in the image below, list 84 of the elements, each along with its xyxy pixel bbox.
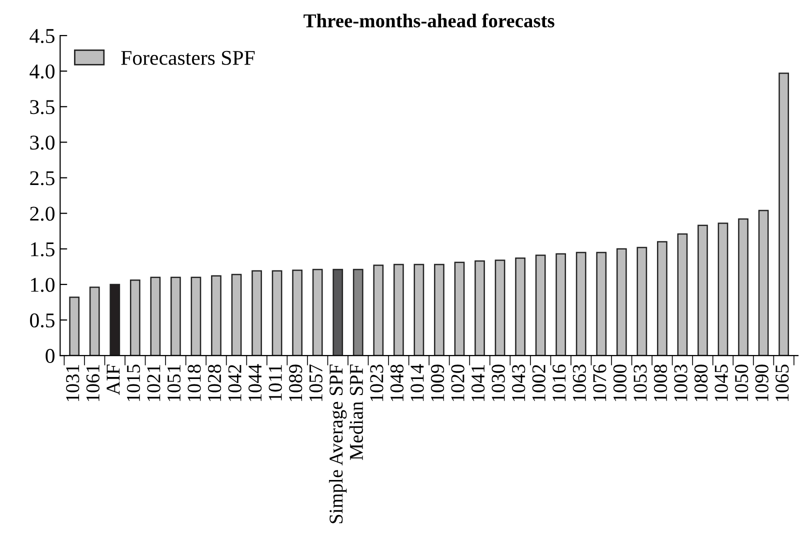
bar	[596, 252, 607, 356]
y-tick-label: 0	[46, 348, 54, 363]
x-tick-label: 1014	[410, 364, 424, 402]
bar	[150, 276, 161, 356]
y-tick-label: 3.5	[30, 100, 54, 114]
bar	[292, 270, 302, 356]
y-tick-label: 0.5	[30, 313, 54, 328]
x-tick-label: 1076	[593, 364, 606, 402]
bar	[414, 264, 424, 356]
bar	[373, 264, 384, 356]
bar	[69, 296, 80, 356]
bar	[636, 246, 648, 356]
bar	[272, 270, 282, 356]
x-tick-label: 1041	[471, 365, 485, 402]
x-tick-label: 1089	[289, 364, 302, 402]
x-tick-label: 1028	[208, 364, 222, 402]
x-tick-label: 1065	[776, 364, 789, 402]
bar	[211, 275, 222, 356]
x-tick-label: 1043	[512, 364, 526, 402]
bar	[332, 268, 344, 356]
chart-title: Three-months-ahead forecasts	[304, 14, 554, 28]
bar	[252, 270, 262, 356]
x-tick-label: 1042	[228, 364, 242, 402]
x-tick-label: 1009	[430, 364, 444, 402]
bar	[170, 276, 181, 356]
x-tick-label: 1011	[268, 365, 282, 400]
x-tick-label: Simple Average SPF	[329, 364, 347, 524]
x-tick-label: 1044	[248, 364, 262, 402]
x-tick-label: 1015	[126, 364, 140, 402]
bar	[231, 274, 242, 356]
bar	[454, 262, 465, 356]
bar	[576, 252, 586, 356]
bar	[556, 253, 566, 356]
bar	[190, 276, 202, 356]
bar	[758, 210, 769, 356]
bar	[778, 72, 789, 356]
x-tick-label: 1048	[390, 364, 404, 402]
bar	[698, 224, 708, 356]
bar	[110, 284, 120, 356]
bar	[130, 280, 140, 356]
y-tick-label: 1.0	[31, 278, 54, 292]
bar	[535, 254, 546, 356]
x-tick-label: Median SPF	[349, 364, 363, 460]
y-tick-label: 1.5	[31, 242, 54, 256]
x-tick-label: 1061	[86, 365, 100, 402]
bar	[677, 233, 688, 356]
x-tick-label: 1053	[634, 364, 647, 402]
bar	[616, 248, 627, 356]
x-tick-label: 1016	[552, 364, 566, 402]
legend-label: Forecasters SPF	[121, 50, 255, 65]
x-tick-label: 1021	[147, 365, 160, 402]
x-tick-label: 1057	[309, 364, 322, 402]
bar	[89, 286, 100, 356]
bar	[738, 218, 748, 356]
x-tick-label: 1050	[735, 364, 748, 402]
y-tick-label: 4.0	[30, 64, 54, 79]
bar	[393, 264, 404, 356]
x-tick-label: 1051	[167, 365, 181, 402]
bar	[494, 260, 506, 356]
x-tick-label: 1018	[188, 364, 201, 402]
x-tick-label: 1063	[572, 364, 586, 402]
x-tick-label: 1090	[755, 364, 768, 402]
x-tick-label: 1080	[694, 364, 708, 402]
x-tick-label: AIF	[106, 364, 120, 396]
bar	[352, 268, 364, 356]
x-tick-label: 1023	[370, 364, 384, 402]
bar	[474, 260, 485, 356]
y-tick-label: 3.0	[30, 136, 54, 150]
x-tick-label: 1031	[66, 365, 80, 402]
y-tick-label: 2.5	[30, 171, 54, 186]
x-tick-label: 1003	[674, 364, 688, 402]
bar	[515, 258, 526, 356]
x-tick-label: 1030	[492, 364, 505, 402]
bar	[312, 268, 323, 356]
y-tick-label: 4.5	[30, 29, 54, 44]
bar	[718, 222, 728, 356]
bar	[656, 241, 668, 356]
x-tick-label: 1002	[532, 364, 546, 402]
x-tick-label: 1000	[613, 364, 627, 402]
y-tick-label: 2.0	[30, 206, 54, 221]
x-tick-label: 1008	[654, 364, 668, 402]
x-tick-label: 1020	[451, 364, 464, 402]
bar	[434, 264, 444, 356]
x-tick-label: 1045	[714, 364, 728, 402]
